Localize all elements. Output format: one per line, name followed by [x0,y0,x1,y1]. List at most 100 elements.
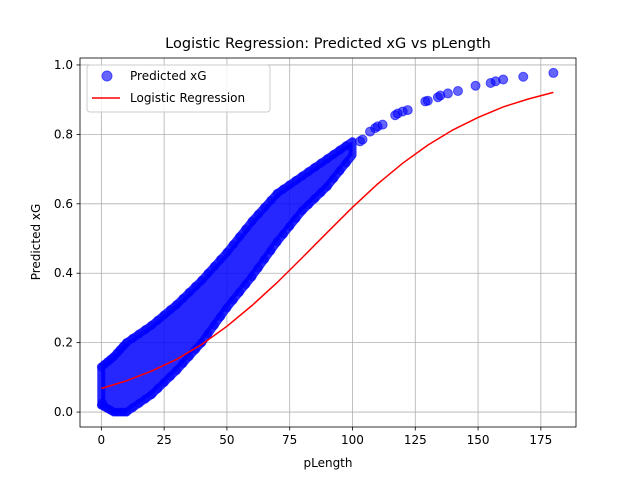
scatter-point [470,80,481,91]
scatter-point [97,398,108,409]
scatter-point [304,167,314,177]
scatter-point [335,145,345,155]
x-tick-label: 0 [98,433,106,447]
x-tick-label: 75 [282,433,297,447]
x-tick-label: 25 [156,433,171,447]
scatter-point [128,403,138,413]
scatter-point [147,320,157,330]
scatter-point [159,378,169,388]
scatter-point [310,162,320,172]
scatter-point [241,280,251,290]
scatter-point [377,119,388,130]
scatter-point [304,200,314,210]
y-axis-label: Predicted xG [29,204,43,281]
scatter-point [452,85,463,96]
scatter-point [140,325,150,335]
scatter-point [203,329,213,339]
scatter-point [322,154,332,164]
scatter-point [209,261,219,271]
plot-frame [79,57,577,428]
legend-label-predicted-xg: Predicted xG [130,69,207,83]
scatter-point [228,240,238,250]
scatter-point [184,287,194,297]
scatter-point [329,174,339,184]
legend-label-logistic-regression: Logistic Regression [130,91,245,105]
scatter-point [165,305,175,315]
scatter-point [241,224,251,234]
y-tick-label: 0.4 [54,266,73,280]
scatter-point [216,254,226,264]
x-tick-label: 50 [219,433,234,447]
scatter-point [291,175,301,185]
scatter-point [297,171,307,181]
x-tick-label: 150 [467,433,490,447]
scatter-point [253,263,263,273]
y-tick-label: 0.2 [54,336,73,350]
scatter-point [216,312,226,322]
legend-box [86,64,271,113]
scatter-point [266,195,276,205]
scatter-point [402,105,413,116]
x-tick-label: 175 [529,433,552,447]
scatter-point [178,293,188,303]
scatter-point [197,275,207,285]
y-tick-label: 0.8 [54,127,73,141]
scatter-cloud [96,137,357,417]
scatter-point [260,254,270,264]
x-axis-label: pLength [303,456,352,470]
scatter-point [140,394,150,404]
series-line-logistic-regression [101,91,554,390]
scatter-point [329,149,339,159]
scatter-point [253,209,263,219]
scatter-point [121,338,131,348]
scatter-point [341,141,351,151]
scatter-point [297,206,307,216]
scatter-point [191,281,201,291]
scatter-point [128,333,138,343]
scatter-point [357,134,368,145]
scatter-point [247,216,257,226]
scatter-point [222,303,232,313]
legend-marker-predicted-xg [101,70,113,82]
chart-title: Logistic Regression: Predicted xG vs pLe… [165,36,491,52]
scatter-point [165,371,175,381]
scatter-point [228,295,238,305]
grid [80,58,576,427]
scatter-point [203,268,213,278]
y-tick-label: 0.0 [54,405,73,419]
scatter-point [260,202,270,212]
scatter-point [247,272,257,282]
y-tick-label: 1.0 [54,58,73,72]
scatter-point [422,95,433,106]
scatter-point [285,221,295,231]
scatter-point [498,74,509,85]
scatter-point [316,188,326,198]
scatter-point [178,358,188,368]
scatter-point [172,365,182,375]
scatter-point [310,194,320,204]
scatter-point [134,398,144,408]
scatter-point [234,287,244,297]
x-tick-label: 125 [404,433,427,447]
scatter-points [97,67,559,409]
scatter-point [548,67,559,78]
scatter-point [341,158,351,168]
scatter-point [134,329,144,339]
scatter-point [266,246,276,256]
scatter-point [322,181,332,191]
x-axis-ticks: 0 25 50 75 100 125 150 175 [98,427,552,447]
scatter-point [272,237,282,247]
scatter-point [147,390,157,400]
scatter-point [153,315,163,325]
scatter-point [209,320,219,330]
scatter-point [159,310,169,320]
x-tick-label: 100 [341,433,364,447]
scatter-point [272,188,282,198]
scatter-point [184,352,194,362]
scatter-point [285,180,295,190]
scatter-point [518,71,529,82]
scatter-point [234,232,244,242]
scatter-point [316,158,326,168]
scatter-point [121,407,131,417]
